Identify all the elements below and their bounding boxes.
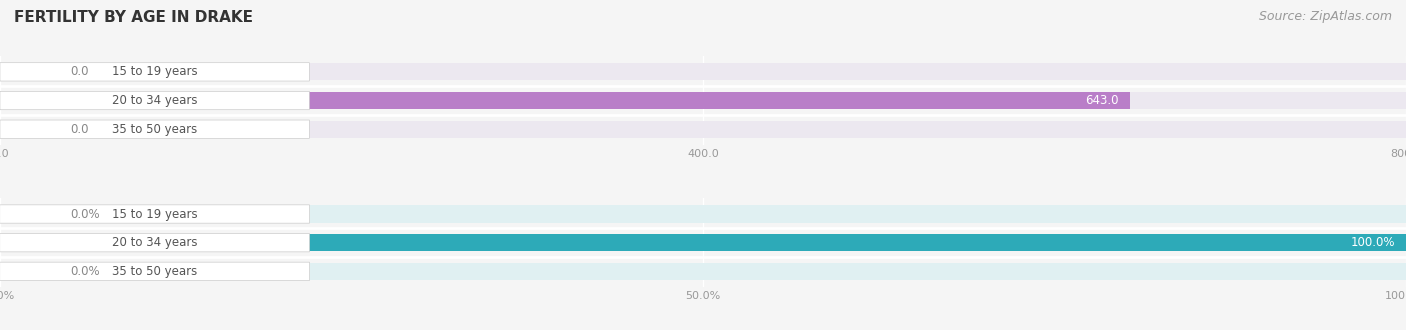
FancyBboxPatch shape	[0, 234, 309, 252]
Bar	[0, 63, 56, 81]
Bar	[0, 234, 1406, 251]
Bar	[0, 63, 1406, 81]
Text: FERTILITY BY AGE IN DRAKE: FERTILITY BY AGE IN DRAKE	[14, 10, 253, 25]
FancyBboxPatch shape	[0, 120, 309, 138]
Text: 15 to 19 years: 15 to 19 years	[112, 65, 197, 78]
FancyBboxPatch shape	[0, 63, 309, 81]
Text: 0.0%: 0.0%	[70, 208, 100, 220]
Text: 100.0%: 100.0%	[1350, 236, 1395, 249]
Bar	[0, 263, 1406, 280]
Bar	[0, 205, 1406, 223]
Text: 643.0: 643.0	[1085, 94, 1119, 107]
Bar	[0, 92, 1406, 109]
Text: 20 to 34 years: 20 to 34 years	[112, 94, 197, 107]
Text: 0.0: 0.0	[70, 65, 89, 78]
Bar	[0, 234, 1406, 251]
Bar	[0, 120, 1406, 138]
Bar	[0, 205, 56, 223]
Text: Source: ZipAtlas.com: Source: ZipAtlas.com	[1258, 10, 1392, 23]
Text: 20 to 34 years: 20 to 34 years	[112, 236, 197, 249]
Text: 15 to 19 years: 15 to 19 years	[112, 208, 197, 220]
Text: 0.0%: 0.0%	[70, 265, 100, 278]
Text: 35 to 50 years: 35 to 50 years	[112, 123, 197, 136]
Bar	[0, 120, 56, 138]
FancyBboxPatch shape	[0, 205, 309, 223]
Text: 35 to 50 years: 35 to 50 years	[112, 265, 197, 278]
FancyBboxPatch shape	[0, 262, 309, 280]
FancyBboxPatch shape	[0, 91, 309, 110]
Bar	[0, 263, 56, 280]
Text: 0.0: 0.0	[70, 123, 89, 136]
Bar	[0, 92, 1130, 109]
